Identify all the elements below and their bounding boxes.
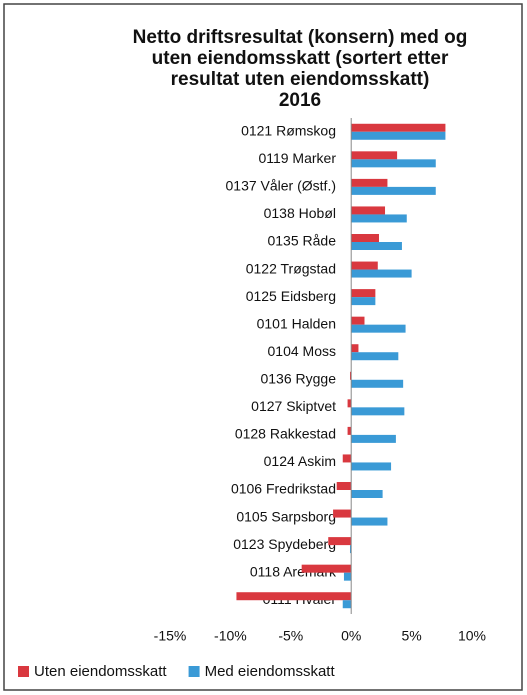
x-tick-label: 0% [341, 628, 361, 644]
legend-label: Uten eiendomsskatt [34, 663, 167, 680]
category-label: 0123 Spydeberg [233, 536, 336, 552]
chart-title: uten eiendomsskatt (sortert etter [152, 48, 449, 69]
bar [351, 407, 405, 416]
bar [342, 454, 352, 463]
bar [351, 159, 436, 168]
category-label: 0137 Våler (Østf.) [226, 178, 337, 194]
bar [351, 269, 412, 278]
bar [351, 131, 446, 140]
chart-title: resultat uten eiendomsskatt) [171, 69, 430, 90]
bar [351, 297, 376, 306]
legend-swatch [18, 666, 29, 677]
bar [351, 379, 404, 388]
bar [351, 123, 446, 132]
bar [351, 178, 388, 187]
category-label: 0104 Moss [268, 343, 336, 359]
bar [351, 186, 436, 195]
bar [351, 206, 386, 215]
bar [351, 214, 407, 223]
bar [236, 592, 352, 601]
bar [333, 509, 352, 518]
chart-title: 2016 [279, 90, 321, 111]
legend-swatch [188, 666, 200, 677]
category-label: 0135 Råde [267, 233, 336, 249]
bar [351, 261, 378, 270]
x-tick-label: -15% [154, 628, 187, 644]
chart-frame [3, 3, 523, 691]
category-label: 0128 Rakkestad [235, 426, 336, 442]
category-label: 0138 Hobøl [264, 205, 336, 221]
bar [343, 572, 352, 581]
category-label: 0127 Skiptvet [251, 398, 336, 414]
category-label: 0121 Rømskog [241, 122, 336, 138]
chart-title: Netto driftsresultat (konsern) med og [133, 27, 468, 48]
bar [349, 545, 352, 554]
category-label: 0122 Trøgstad [246, 260, 336, 276]
bar [351, 352, 399, 361]
category-label: 0119 Marker [258, 150, 336, 166]
bar [351, 316, 365, 325]
legend-label: Med eiendomsskatt [205, 663, 336, 680]
bar [351, 490, 383, 498]
category-label: 0106 Fredrikstad [231, 481, 336, 497]
bar [351, 324, 406, 333]
x-tick-label: -10% [214, 628, 247, 644]
category-label: 0124 Askim [264, 453, 336, 469]
x-tick-label: -5% [278, 628, 303, 644]
bar [351, 462, 392, 471]
bar [351, 242, 402, 250]
category-label: 0105 Sarpsborg [236, 508, 336, 524]
x-tick-label: 10% [458, 628, 486, 644]
bar [347, 426, 352, 435]
bar [351, 234, 379, 242]
category-label: 0101 Halden [257, 315, 336, 331]
bar [349, 371, 352, 380]
category-label: 0136 Rygge [260, 370, 336, 386]
bar [336, 482, 352, 490]
bar [328, 537, 352, 546]
bar [351, 434, 396, 443]
bar [347, 399, 352, 408]
bar [351, 289, 376, 298]
bar [351, 517, 388, 526]
x-tick-label: 5% [401, 628, 421, 644]
bar [351, 151, 398, 160]
category-label: 0125 Eidsberg [246, 288, 336, 304]
bar [351, 344, 359, 353]
bar [342, 600, 352, 609]
bar [301, 564, 352, 573]
